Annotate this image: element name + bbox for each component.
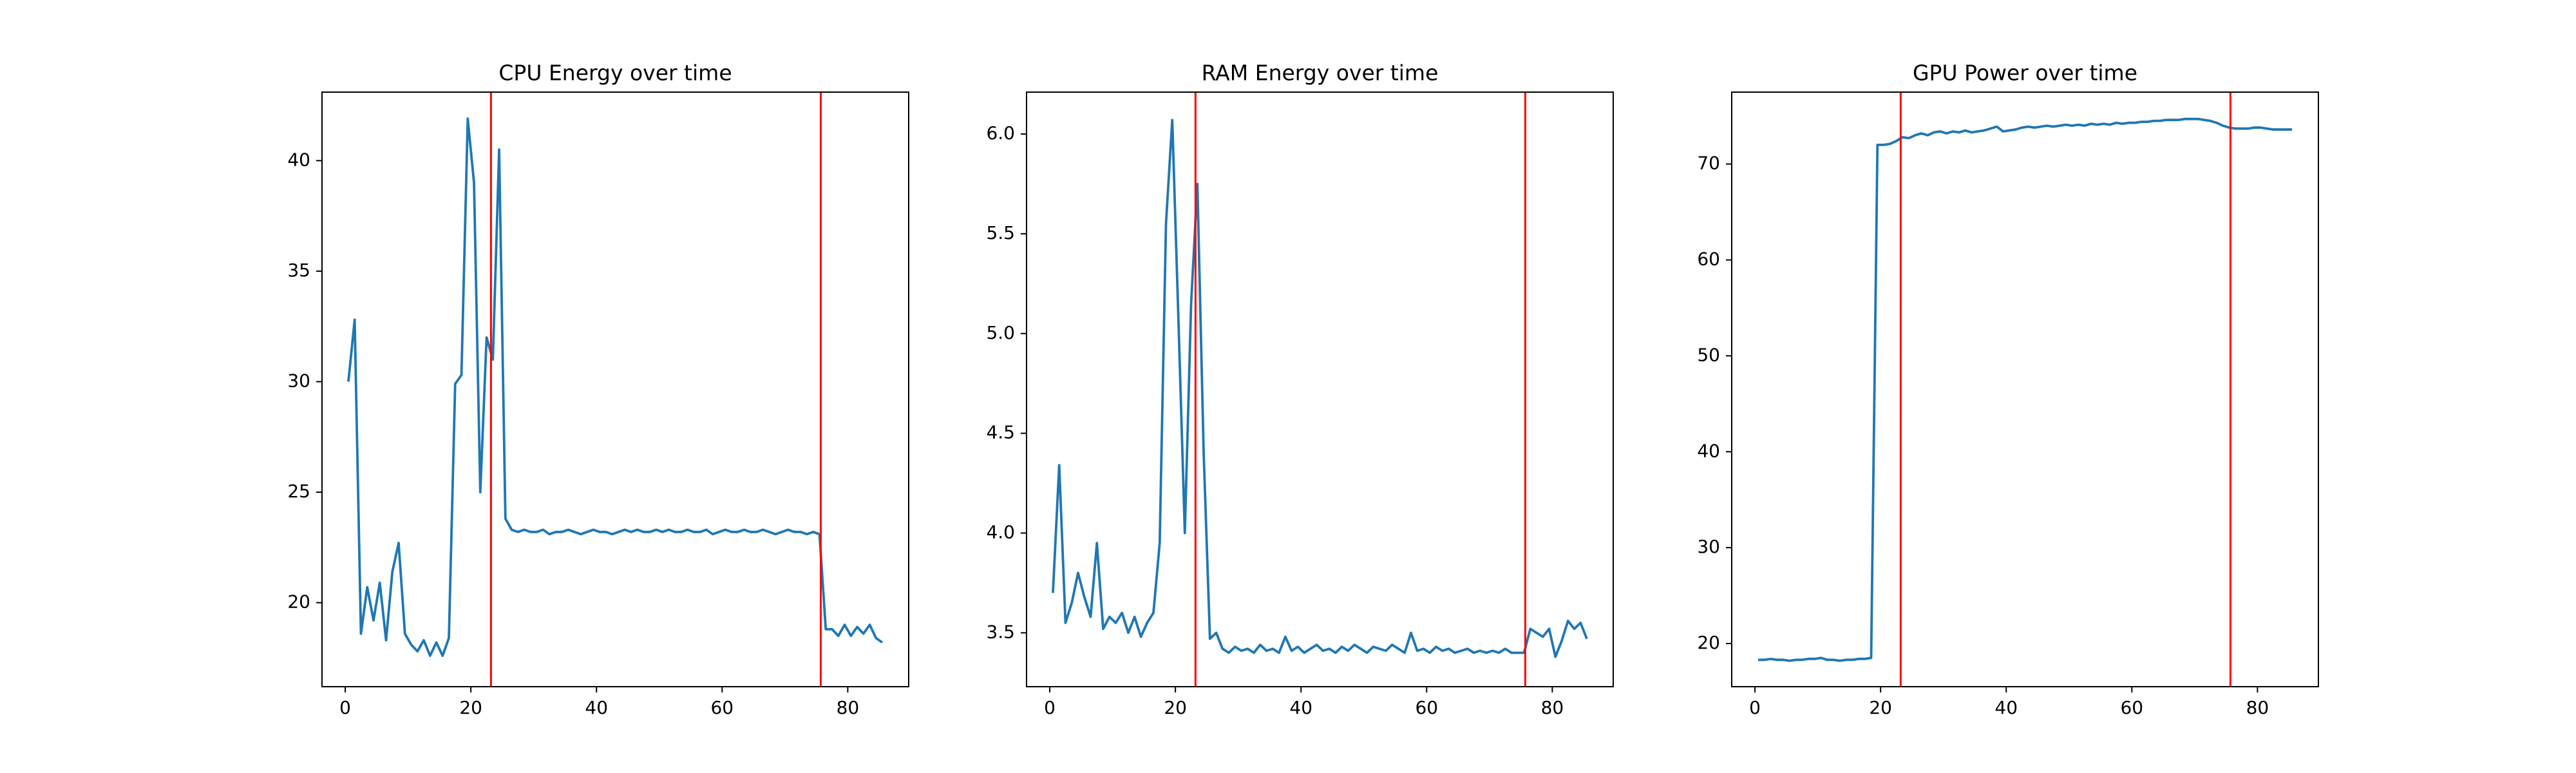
y-tick-label: 30 xyxy=(287,370,310,391)
x-tick-label: 60 xyxy=(2120,697,2143,718)
y-tick-label: 25 xyxy=(287,481,310,502)
y-tick-label: 40 xyxy=(1697,440,1720,461)
x-tick-label: 60 xyxy=(1415,697,1438,718)
x-tick-label: 80 xyxy=(837,697,860,718)
x-tick-label: 0 xyxy=(339,697,351,718)
y-tick-label: 5.0 xyxy=(986,322,1015,343)
x-tick-label: 40 xyxy=(1289,697,1312,718)
axes-frame xyxy=(1731,91,2319,687)
x-tick-label: 60 xyxy=(710,697,734,718)
x-tick-label: 20 xyxy=(459,697,482,718)
axes-frame xyxy=(321,91,909,687)
y-tick-label: 4.0 xyxy=(986,522,1015,543)
y-tick-label: 30 xyxy=(1697,536,1720,557)
data-line xyxy=(347,117,884,657)
data-line xyxy=(1757,117,2293,662)
chart-title: RAM Energy over time xyxy=(1202,61,1439,86)
y-tick-label: 20 xyxy=(287,591,310,613)
y-tick-label: 5.5 xyxy=(986,222,1015,243)
y-tick-label: 4.5 xyxy=(986,422,1015,443)
y-tick-label: 60 xyxy=(1697,249,1720,270)
chart-title: GPU Power over time xyxy=(1913,61,2137,86)
x-tick-label: 80 xyxy=(1541,697,1564,718)
data-line xyxy=(1052,119,1588,658)
axes-frame xyxy=(1026,91,1614,687)
y-tick-label: 70 xyxy=(1697,153,1720,174)
x-tick-label: 0 xyxy=(1749,697,1761,718)
y-tick-label: 50 xyxy=(1697,344,1720,365)
y-tick-label: 6.0 xyxy=(986,122,1015,144)
y-tick-label: 40 xyxy=(287,149,310,170)
x-tick-label: 40 xyxy=(1994,697,2018,718)
x-tick-label: 40 xyxy=(585,697,608,718)
x-tick-label: 20 xyxy=(1869,697,1892,718)
y-tick-label: 20 xyxy=(1697,632,1720,653)
x-tick-label: 0 xyxy=(1044,697,1056,718)
x-tick-label: 80 xyxy=(2246,697,2269,718)
y-tick-label: 3.5 xyxy=(986,621,1015,642)
y-tick-label: 35 xyxy=(287,260,310,281)
chart-title: CPU Energy over time xyxy=(498,61,732,86)
x-tick-label: 20 xyxy=(1164,697,1187,718)
